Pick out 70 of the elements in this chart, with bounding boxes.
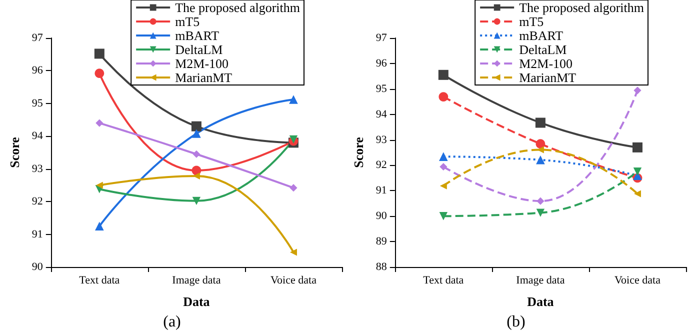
legend-label: MarianMT: [519, 70, 576, 85]
y-tick-label: 91: [32, 228, 43, 240]
y-tick-label: 91: [376, 184, 387, 197]
point: [439, 212, 448, 220]
y-tick-label: 96: [376, 57, 388, 70]
x-axis-title: Data: [527, 294, 554, 309]
point: [536, 139, 546, 149]
point: [290, 248, 297, 256]
point: [289, 95, 298, 104]
point: [95, 222, 104, 231]
point: [440, 182, 447, 190]
y-tick-label: 97: [32, 32, 44, 44]
legend-label: M2M-100: [175, 56, 229, 71]
y-tick-label: 90: [376, 210, 388, 222]
point: [634, 190, 641, 198]
x-tick-label: Text data: [423, 274, 464, 286]
y-tick-label: 93: [376, 134, 388, 146]
y-tick-label: 94: [32, 130, 44, 142]
point: [438, 92, 448, 102]
legend-label: DeltaLM: [175, 42, 224, 57]
point: [192, 196, 201, 206]
legend-label: mT5: [519, 14, 544, 29]
point: [290, 184, 298, 192]
x-axis-title: Data: [183, 294, 210, 309]
y-tick-label: 92: [376, 159, 387, 172]
legend-label: DeltaLM: [519, 42, 568, 57]
point: [439, 152, 448, 161]
legend-label: mT5: [175, 14, 200, 29]
point: [633, 167, 642, 176]
y-tick-label: 92: [32, 196, 43, 208]
y-tick-label: 95: [376, 82, 388, 95]
legend-label: MarianMT: [175, 70, 232, 85]
text: (b): [506, 314, 526, 330]
legend-label: M2M-100: [519, 56, 573, 71]
y-tick-label: 89: [376, 236, 388, 248]
point: [440, 162, 448, 171]
y-axis-title: Score: [7, 136, 22, 168]
y-tick-label: 95: [32, 97, 44, 110]
x-tick-label: Image data: [516, 274, 565, 286]
legend-label: The proposed algorithm: [175, 0, 300, 15]
x-tick-label: Image data: [172, 274, 221, 286]
point: [192, 150, 200, 158]
legend-label: mBART: [175, 28, 220, 43]
point: [191, 121, 202, 132]
y-axis-title: Score: [351, 136, 366, 168]
y-tick-label: 93: [32, 162, 44, 175]
x-tick-label: Voice data: [614, 274, 661, 286]
point: [536, 155, 545, 164]
point: [535, 118, 546, 128]
point: [94, 48, 104, 59]
x-tick-label: Voice data: [270, 274, 317, 286]
point: [96, 182, 103, 189]
y-tick-label: 96: [32, 64, 44, 77]
legend-label: The proposed algorithm: [519, 0, 644, 15]
text: (a): [163, 314, 181, 330]
y-tick-label: 88: [376, 261, 388, 273]
point: [632, 142, 642, 152]
y-tick-label: 90: [32, 261, 44, 273]
point: [192, 166, 202, 176]
point: [536, 208, 545, 217]
point: [536, 197, 544, 205]
x-tick-label: Text data: [79, 274, 120, 286]
point: [96, 119, 104, 127]
point: [634, 86, 642, 94]
point: [438, 70, 448, 80]
y-tick-label: 94: [376, 108, 388, 120]
y-tick-label: 97: [376, 32, 388, 44]
point: [192, 129, 201, 138]
point: [94, 68, 104, 78]
legend-label: mBART: [519, 28, 564, 43]
